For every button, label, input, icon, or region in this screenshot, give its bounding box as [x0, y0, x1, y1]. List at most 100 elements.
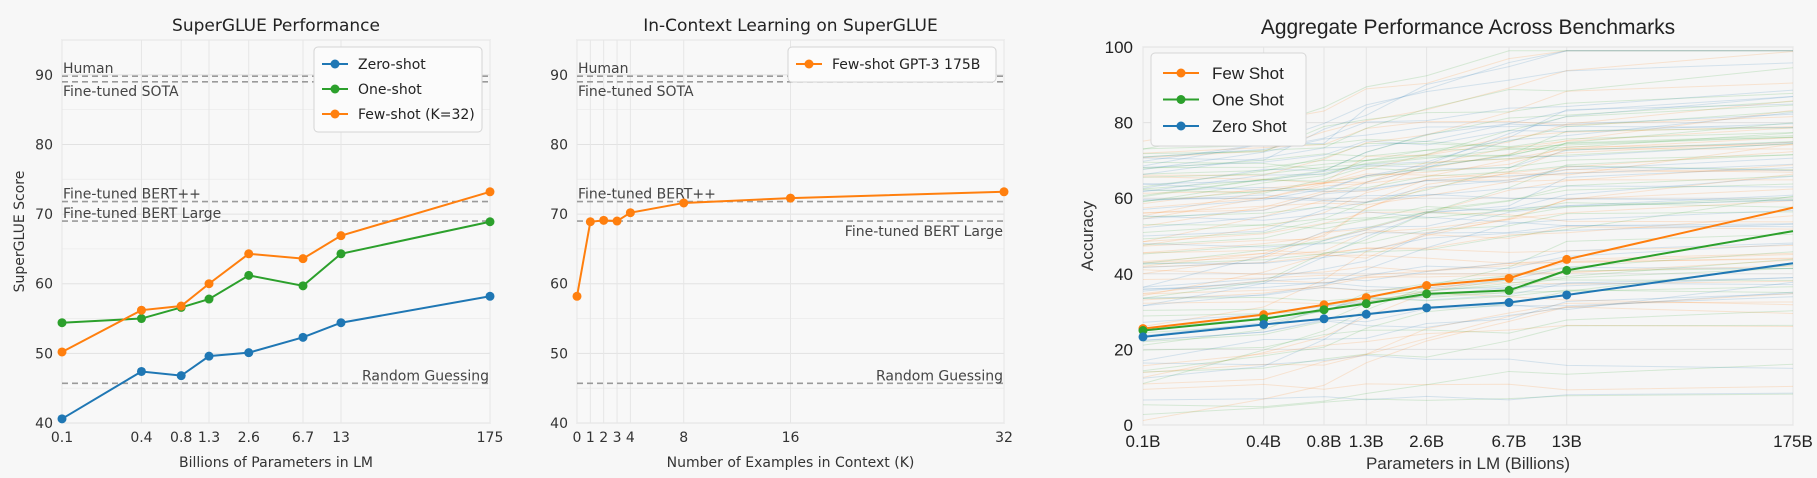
background-trace	[1142, 175, 1794, 268]
data-point	[485, 187, 495, 197]
background-trace	[1142, 163, 1794, 193]
data-point	[1504, 273, 1514, 283]
x-tick-label: 2	[599, 430, 608, 446]
background-trace	[1142, 151, 1794, 275]
data-point	[136, 366, 146, 376]
reference-label: Fine-tuned BERT++	[578, 187, 716, 203]
background-trace	[1142, 280, 1794, 295]
y-tick-label: 80	[550, 137, 568, 153]
data-point	[1361, 309, 1371, 319]
x-tick-label: 175B	[1773, 432, 1813, 451]
background-trace	[1142, 143, 1794, 194]
background-trace	[1142, 291, 1794, 341]
background-trace	[1142, 354, 1794, 369]
x-tick-label: 2.6	[238, 430, 260, 446]
background-trace	[1142, 123, 1794, 176]
x-tick-label: 0.8B	[1307, 432, 1342, 451]
data-point	[1504, 285, 1514, 295]
y-axis-label: SuperGLUE Score	[12, 171, 28, 293]
legend-marker	[1176, 121, 1186, 131]
y-tick-label: 100	[1105, 38, 1133, 57]
background-trace	[1142, 292, 1794, 378]
x-tick-label: 1.3	[198, 430, 220, 446]
background-trace	[1142, 211, 1794, 243]
background-trace	[1142, 293, 1794, 422]
background-trace	[1142, 50, 1794, 159]
background-trace	[1142, 103, 1794, 185]
background-trace	[1142, 116, 1794, 154]
background-trace	[1142, 264, 1794, 372]
x-tick-label: 13	[332, 430, 350, 446]
reference-label: Fine-tuned SOTA	[63, 84, 179, 100]
chart-panel-2: 40 50 60 70 80 90 0 1 2 3 4 8 16 32 Human Fine-tuned SO…	[550, 16, 1013, 471]
data-point	[1562, 265, 1572, 275]
y-tick-label: 50	[550, 346, 568, 362]
background-trace	[1142, 110, 1794, 175]
data-point	[599, 215, 609, 225]
background-trace	[1142, 144, 1794, 220]
background-trace	[1142, 136, 1794, 169]
legend-marker	[330, 109, 340, 119]
series-line	[1142, 262, 1794, 338]
background-trace	[1142, 265, 1794, 301]
background-trace	[1142, 123, 1794, 168]
chart-panel-1: 40 50 60 70 80 90 0.1 0.4 0.8 1.3 2.6 6.7 13 175 Human…	[12, 16, 503, 471]
data-point	[336, 318, 346, 328]
legend-label: Few-shot GPT-3 175B	[832, 57, 980, 73]
background-trace	[1142, 195, 1794, 299]
background-trace	[1142, 200, 1794, 264]
y-tick-label: 40	[550, 416, 568, 432]
background-trace	[1142, 188, 1794, 297]
data-point	[204, 279, 214, 289]
y-axis-label: Accuracy	[1078, 201, 1097, 271]
x-axis-label: Parameters in LM (Billions)	[1366, 454, 1570, 473]
data-point	[485, 291, 495, 301]
background-trace	[1142, 266, 1794, 299]
background-trace	[1142, 67, 1794, 158]
background-trace	[1142, 193, 1794, 203]
background-trace	[1142, 251, 1794, 314]
x-axis-label: Billions of Parameters in LM	[179, 455, 373, 471]
series-line	[61, 190, 491, 353]
legend-label: One-shot	[358, 82, 422, 98]
y-tick-label: 40	[35, 416, 53, 432]
data-point	[1138, 332, 1148, 342]
data-point	[298, 281, 308, 291]
background-trace	[1142, 185, 1794, 202]
reference-label: Fine-tuned BERT Large	[63, 206, 221, 222]
reference-label: Human	[63, 61, 114, 77]
x-tick-label: 0	[573, 430, 582, 446]
background-trace	[1142, 223, 1794, 264]
y-tick-label: 0	[1124, 416, 1133, 435]
x-tick-label: 175	[477, 430, 504, 446]
x-tick-label: 1	[586, 430, 595, 446]
legend-marker	[1176, 68, 1186, 78]
background-trace	[1142, 141, 1794, 170]
background-trace	[1142, 225, 1794, 248]
background-trace	[1142, 165, 1794, 220]
background-trace	[1142, 211, 1794, 255]
series-line	[1142, 230, 1794, 332]
y-tick-label: 80	[35, 137, 53, 153]
data-point	[336, 249, 346, 259]
background-trace	[1142, 244, 1794, 254]
reference-label: Human	[578, 61, 629, 77]
background-trace	[1142, 296, 1794, 342]
y-tick-label: 60	[550, 277, 568, 293]
data-point	[57, 347, 67, 357]
background-trace	[1142, 104, 1794, 203]
x-tick-label: 0.4	[130, 430, 152, 446]
background-trace	[1142, 167, 1794, 307]
background-trace	[1142, 96, 1794, 210]
x-axis-label: Number of Examples in Context (K)	[667, 455, 915, 471]
x-tick-label: 0.1	[51, 430, 73, 446]
background-traces	[1142, 50, 1794, 422]
background-trace	[1142, 157, 1794, 237]
background-trace	[1142, 142, 1794, 193]
x-tick-label: 0.8	[170, 430, 192, 446]
background-trace	[1142, 363, 1794, 408]
background-trace	[1142, 122, 1794, 234]
background-trace	[1142, 175, 1794, 264]
data-point	[57, 414, 67, 424]
legend-label: One Shot	[1212, 91, 1284, 110]
